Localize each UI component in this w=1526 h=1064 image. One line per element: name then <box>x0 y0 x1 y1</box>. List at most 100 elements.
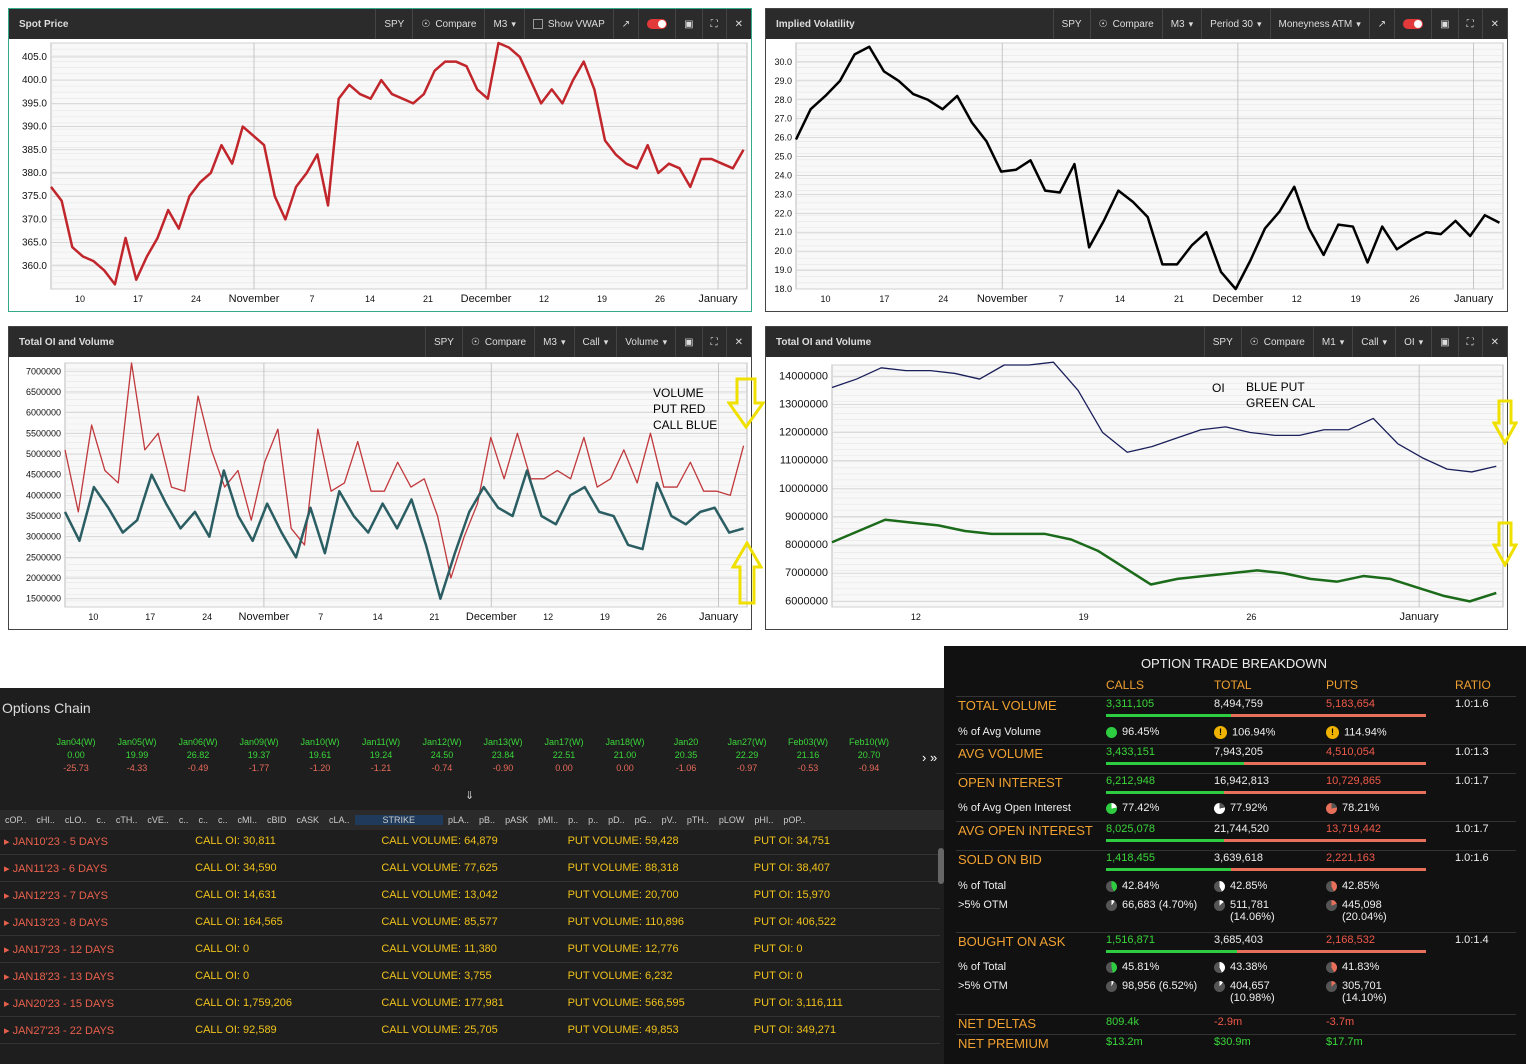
column-header[interactable]: pASK <box>505 815 529 825</box>
chain-row[interactable]: ▸ JAN18'23 - 13 DAYS CALL OI: 0 CALL VOLUM… <box>0 963 940 990</box>
column-header[interactable]: c.. <box>96 815 106 825</box>
chain-row[interactable]: ▸ JAN20'23 - 15 DAYS CALL OI: 1,759,206 CA… <box>0 990 940 1017</box>
expiration-tab[interactable]: Jan09(W) 19.37 -1.77 <box>229 736 289 775</box>
expiration-tab[interactable]: Jan06(W) 26.82 -0.49 <box>168 736 228 775</box>
expiration-value: 0.00 <box>555 763 573 773</box>
maturity-dropdown[interactable]: M3 <box>534 327 573 357</box>
expiration-value: -25.73 <box>63 763 89 773</box>
type-dropdown[interactable]: Call <box>573 327 617 357</box>
metric-dropdown[interactable]: Volume <box>616 327 675 357</box>
x-tick-label: January <box>1454 293 1494 305</box>
column-header[interactable]: cVE.. <box>147 815 169 825</box>
column-header[interactable]: pV.. <box>661 815 677 825</box>
expiration-tab[interactable]: Jan17(W) 22.51 0.00 <box>534 736 594 775</box>
column-header[interactable]: cLO.. <box>64 815 87 825</box>
chain-row[interactable]: ▸ JAN10'23 - 5 DAYS CALL OI: 30,811 CALL V… <box>0 828 940 855</box>
expiration-tab[interactable]: Jan10(W) 19.61 -1.20 <box>290 736 350 775</box>
expiration-tab[interactable]: Jan11(W) 19.24 -1.21 <box>351 736 411 775</box>
close-icon[interactable]: ✕ <box>725 9 751 39</box>
column-header[interactable]: cHI.. <box>36 815 55 825</box>
camera-icon[interactable]: ▣ <box>675 327 701 357</box>
column-header[interactable]: pHI.. <box>754 815 774 825</box>
chain-row[interactable]: ▸ JAN17'23 - 12 DAYS CALL OI: 0 CALL VOLUM… <box>0 936 940 963</box>
column-header[interactable]: cBID <box>266 815 287 825</box>
camera-icon[interactable]: ▣ <box>675 9 701 39</box>
column-header[interactable]: pTH.. <box>686 815 709 825</box>
type-dropdown[interactable]: Call <box>1352 327 1395 357</box>
column-header[interactable]: c.. <box>217 815 228 825</box>
ratio-value: 1.0:1.3 <box>1455 746 1489 758</box>
link-icon[interactable]: ↗ <box>1368 9 1394 39</box>
ticker-label[interactable]: SPY <box>375 9 412 39</box>
column-header[interactable]: pD.. <box>608 815 625 825</box>
ticker-label[interactable]: SPY <box>424 327 462 357</box>
column-header[interactable]: c.. <box>198 815 208 825</box>
column-header[interactable]: cLA.. <box>329 815 350 825</box>
calls-value: 42.84% <box>1106 880 1159 892</box>
next-expirations-icon[interactable]: › » <box>922 750 938 765</box>
chain-row[interactable]: ▸ JAN27'23 - 22 DAYS CALL OI: 92,589 CALL … <box>0 1017 940 1044</box>
metric-dropdown[interactable]: OI <box>1395 327 1431 357</box>
puts-value: $17.7m <box>1326 1036 1363 1048</box>
close-icon[interactable]: ✕ <box>1481 9 1507 39</box>
collapse-icon[interactable]: ⇓ <box>465 790 475 802</box>
expiration-value: Jan13(W) <box>483 737 523 747</box>
link-icon[interactable]: ↗ <box>612 9 638 39</box>
toggle-switch[interactable] <box>638 9 675 39</box>
expiration-tab[interactable]: Jan05(W) 19.99 -4.33 <box>107 736 167 775</box>
column-header[interactable]: p.. <box>568 815 579 825</box>
column-header[interactable]: pMI.. <box>538 815 559 825</box>
column-header[interactable]: pB.. <box>479 815 496 825</box>
compare-button[interactable]: ☉ Compare <box>461 327 534 357</box>
expiration-tab[interactable]: Feb03(W) 21.16 -0.53 <box>778 736 838 775</box>
y-tick-label: 22.0 <box>774 208 792 218</box>
column-header[interactable]: pOP.. <box>783 815 806 825</box>
compare-button[interactable]: ☉ Compare <box>1240 327 1313 357</box>
expiration-tab[interactable]: Jan13(W) 23.84 -0.90 <box>473 736 533 775</box>
camera-icon[interactable]: ▣ <box>1431 9 1457 39</box>
expiration-value: 23.84 <box>491 750 515 760</box>
moneyness-dropdown[interactable]: Moneyness ATM <box>1269 9 1369 39</box>
expand-icon[interactable]: ⛶ <box>1457 9 1482 39</box>
scrollbar[interactable] <box>938 848 944 884</box>
maturity-dropdown[interactable]: M3 <box>1161 9 1201 39</box>
chain-row[interactable]: ▸ JAN12'23 - 7 DAYS CALL OI: 14,631 CALL V… <box>0 882 940 909</box>
expand-icon[interactable]: ⛶ <box>701 327 726 357</box>
column-header[interactable]: cOP.. <box>5 815 27 825</box>
expiration-tab[interactable]: Jan04(W) 0.00 -25.73 <box>46 736 106 775</box>
close-icon[interactable]: ✕ <box>1481 327 1507 357</box>
chain-row[interactable]: ▸ JAN13'23 - 8 DAYS CALL OI: 164,565 CALL … <box>0 909 940 936</box>
column-header[interactable]: cASK <box>296 815 319 825</box>
camera-icon[interactable]: ▣ <box>1431 327 1457 357</box>
expiration-tab[interactable]: Jan27(W) 22.29 -0.97 <box>717 736 777 775</box>
expand-icon[interactable]: ⛶ <box>701 9 726 39</box>
compare-button[interactable]: ☉ Compare <box>412 9 484 39</box>
expiration-tab[interactable]: Feb10(W) 20.70 -0.94 <box>839 736 899 775</box>
column-header[interactable]: pLA.. <box>448 815 470 825</box>
expiration-tab[interactable]: Jan12(W) 24.50 -0.74 <box>412 736 472 775</box>
column-header[interactable]: c.. <box>178 815 189 825</box>
expiration-tab[interactable]: Jan20 20.35 -1.06 <box>656 736 716 775</box>
maturity-dropdown[interactable]: M1 <box>1312 327 1352 357</box>
column-header[interactable]: cTH.. <box>115 815 138 825</box>
column-header[interactable]: STRIKE <box>354 815 444 825</box>
expand-icon[interactable]: ⛶ <box>1457 327 1482 357</box>
column-header[interactable]: p.. <box>588 815 599 825</box>
maturity-dropdown[interactable]: M3 <box>484 9 523 39</box>
down-arrow-icon <box>727 377 765 429</box>
period-dropdown[interactable]: Period 30 <box>1201 9 1269 39</box>
vwap-checkbox[interactable]: Show VWAP <box>523 9 613 39</box>
expiration-value: 19.24 <box>369 750 393 760</box>
close-icon[interactable]: ✕ <box>725 327 751 357</box>
put-oi: PUT OI: 349,271 <box>753 1024 837 1036</box>
compare-button[interactable]: ☉ Compare <box>1089 9 1162 39</box>
column-header[interactable]: pLOW <box>718 815 745 825</box>
ticker-label[interactable]: SPY <box>1052 9 1090 39</box>
column-header[interactable]: pG.. <box>634 815 652 825</box>
chain-row[interactable]: ▸ JAN11'23 - 6 DAYS CALL OI: 34,590 CALL V… <box>0 855 940 882</box>
x-tick-label: December <box>461 293 512 305</box>
column-header[interactable]: cMI.. <box>237 815 257 825</box>
ticker-label[interactable]: SPY <box>1203 327 1241 357</box>
expiration-tab[interactable]: Jan18(W) 21.00 0.00 <box>595 736 655 775</box>
toggle-switch[interactable] <box>1394 9 1431 39</box>
